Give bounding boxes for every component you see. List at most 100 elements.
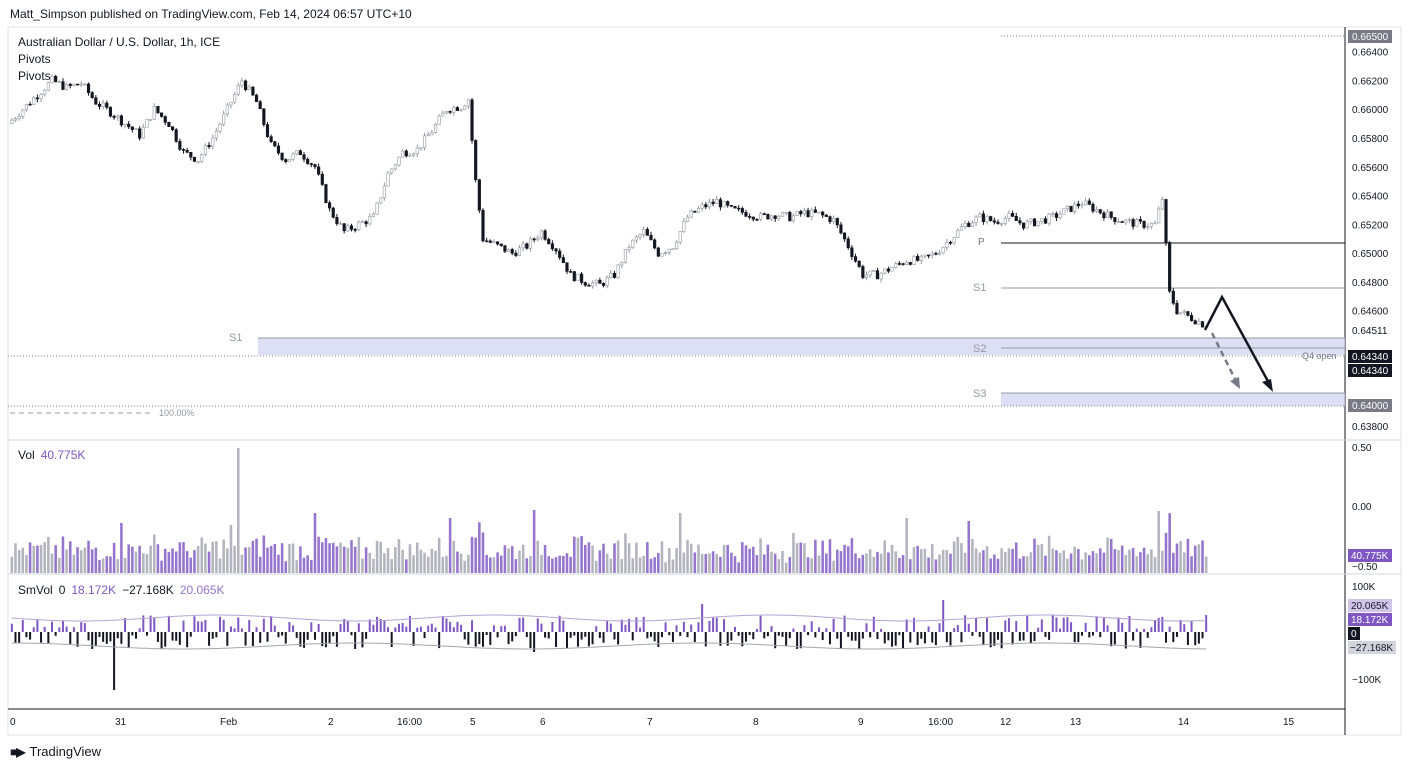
volume-bar — [949, 553, 952, 573]
volume-bar — [909, 559, 912, 573]
vol-axis-tick-1: 0.00 — [1352, 502, 1372, 513]
candle — [660, 253, 664, 257]
candle — [843, 232, 847, 240]
volume-bar — [507, 548, 510, 573]
candle — [864, 274, 869, 278]
candle — [298, 150, 302, 156]
pivot-label-p: P — [978, 237, 985, 248]
candle — [656, 247, 660, 257]
volume-bar — [569, 556, 572, 573]
volume-bar — [799, 542, 803, 573]
candle — [565, 262, 569, 272]
candle — [722, 201, 726, 208]
volume-bar — [1069, 553, 1073, 573]
volume-bar — [642, 555, 645, 573]
candle — [287, 158, 291, 163]
volume-bar — [423, 552, 426, 573]
volume-bar — [653, 557, 656, 573]
chart-frame — [7, 26, 1402, 736]
volume-bar — [1095, 553, 1098, 573]
volume-bar — [576, 537, 580, 573]
volume-bar — [996, 558, 1000, 573]
candle — [638, 234, 642, 238]
volume-bar — [646, 542, 649, 573]
volume-bar — [616, 540, 620, 573]
candle — [317, 166, 321, 175]
candle — [729, 205, 733, 207]
candle — [901, 263, 905, 265]
time-axis-label: 0 — [10, 717, 16, 728]
pivots-legend-1[interactable]: Pivots — [18, 52, 51, 66]
volume-bar — [244, 547, 247, 573]
candle — [251, 86, 255, 96]
volume-legend[interactable]: Vol 40.775K — [18, 448, 91, 462]
price-chart[interactable]: P S1 S1 S2 S3 Q4 open 100.00% 0.664000.6… — [0, 0, 1411, 740]
candle — [959, 226, 964, 231]
volume-bar — [79, 550, 83, 573]
candle — [780, 212, 785, 217]
volume-bar — [660, 541, 664, 573]
candle — [419, 147, 423, 149]
candle — [393, 164, 397, 170]
volume-bar — [335, 546, 339, 573]
volume-bar — [821, 540, 824, 573]
volume-bar — [1128, 549, 1131, 573]
price-axis-tick: 0.65400 — [1352, 192, 1389, 203]
candle — [1036, 221, 1040, 227]
volume-bar — [233, 545, 236, 573]
time-axis-label: 6 — [540, 717, 546, 728]
tradingview-logo[interactable]: ■▶ TradingView — [10, 744, 101, 759]
time-axis-label: 2 — [328, 717, 334, 728]
candle — [240, 80, 244, 86]
candle — [1047, 213, 1051, 224]
price-axis[interactable]: 0.66400 0.66200 0.66000 0.65800 0.65600 0.654… — [1352, 48, 1389, 433]
volume-bar — [131, 546, 134, 573]
time-axis-label: 12 — [1000, 717, 1012, 728]
candle — [371, 213, 375, 218]
candle — [649, 235, 653, 241]
candle — [700, 204, 704, 209]
volume-bar — [310, 559, 313, 573]
smvol-legend-v3: 20.065K — [179, 583, 225, 597]
candle — [525, 243, 529, 249]
candle — [616, 264, 620, 278]
candle — [21, 109, 25, 117]
volume-bar — [350, 540, 353, 573]
candle — [247, 86, 251, 90]
volume-bar — [872, 557, 876, 573]
pivots-legend-2[interactable]: Pivots — [18, 69, 51, 83]
candle — [309, 163, 313, 165]
candle — [956, 229, 960, 238]
candle — [799, 211, 803, 215]
smvol-badge-3-text: −27.168K — [1350, 643, 1393, 654]
volume-bar — [1029, 552, 1033, 573]
volume-bar — [898, 557, 901, 573]
volume-bar — [711, 551, 715, 573]
volume-bar — [770, 551, 773, 573]
candle — [824, 214, 828, 217]
candle — [678, 231, 682, 243]
candle — [24, 103, 29, 111]
candle — [269, 136, 273, 142]
candle — [642, 229, 646, 235]
smvol-legend[interactable]: SmVol 0 18.172K −27.168K 20.065K — [18, 583, 231, 597]
volume-bar — [810, 558, 813, 573]
candle — [832, 217, 836, 223]
candle — [506, 249, 511, 252]
candle — [996, 221, 1000, 224]
volume-bar — [182, 542, 185, 573]
volume-bar — [1124, 554, 1128, 573]
candle — [1105, 211, 1110, 219]
symbol-legend[interactable]: Australian Dollar / U.S. Dollar, 1h, ICE — [18, 35, 221, 49]
candle — [1149, 222, 1153, 227]
volume-bar — [273, 543, 277, 573]
volume-bar — [379, 541, 383, 573]
volume-bar — [156, 544, 160, 573]
volume-bar — [189, 557, 193, 573]
candle — [474, 140, 478, 180]
candle — [46, 82, 50, 91]
volume-bar — [437, 537, 441, 573]
volume-bar — [1055, 550, 1058, 573]
candle — [510, 249, 514, 254]
time-axis[interactable]: 0 31 Feb 2 16:00 5 6 7 8 9 16:00 12 13 14 15 — [10, 717, 1295, 728]
